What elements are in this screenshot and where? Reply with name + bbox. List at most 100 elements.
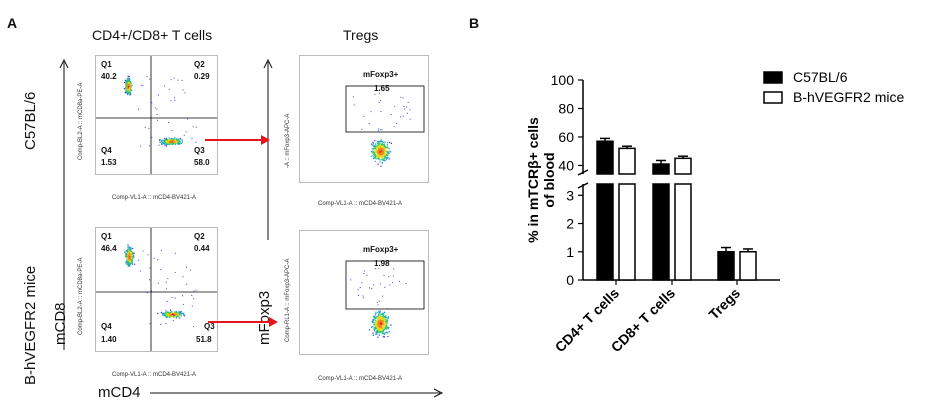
facs-dot	[377, 149, 380, 151]
facs-dot	[392, 275, 394, 277]
facs-dot	[384, 323, 386, 325]
facs-dot	[166, 314, 168, 316]
facs-dot	[379, 315, 381, 318]
facs-dot	[160, 249, 162, 251]
facs-dot	[173, 143, 175, 145]
facs-dot	[362, 297, 364, 299]
facs-dot	[373, 152, 376, 155]
facs-dot	[380, 153, 382, 156]
facs-dot	[381, 150, 383, 152]
facs-dot	[169, 309, 172, 311]
facs-dot	[140, 145, 142, 147]
facs-dot	[128, 91, 130, 93]
panel-b-letter: B	[469, 15, 480, 31]
facs-dot	[380, 322, 382, 324]
facs-dot	[164, 140, 166, 142]
facs-dot	[381, 321, 383, 323]
facs-dot	[378, 310, 380, 313]
facs-dot	[374, 151, 377, 154]
facs-dot	[130, 261, 133, 263]
facs-dot	[386, 146, 389, 148]
facs-dot	[377, 149, 379, 151]
facs-dot	[378, 130, 380, 132]
facs-dot	[378, 150, 380, 152]
facs-dot	[379, 140, 381, 142]
q4-label: Q4	[101, 322, 112, 331]
facs-dot	[378, 267, 380, 269]
facs-dot	[150, 301, 152, 303]
facs-dot	[372, 153, 374, 155]
facs-dot	[384, 327, 387, 329]
mfoxp3-axis-arrowhead	[263, 58, 273, 69]
facs-dot	[177, 316, 179, 318]
facs-dot	[125, 85, 128, 87]
facs-dot	[131, 253, 134, 255]
facs-dot	[372, 155, 374, 157]
facs-dot	[372, 152, 374, 154]
facs-dot	[379, 331, 381, 333]
facs-dot	[387, 332, 389, 334]
facs-dot	[149, 78, 151, 80]
facs-dot	[128, 80, 131, 82]
facs-dot	[374, 140, 376, 142]
facs-dot	[186, 266, 188, 268]
y-tick-label: 1	[566, 244, 574, 260]
legend-label: C57BL/6	[793, 69, 848, 85]
facs-dot	[129, 89, 131, 91]
facs-plot-top-left: Q1 40.2 Q2 0.29 Q4 1.53 Q3 58.0	[95, 55, 218, 175]
facs-dot	[381, 329, 383, 331]
facs-dot	[382, 159, 384, 161]
facs-dot	[386, 326, 388, 329]
facs-dot	[164, 144, 166, 146]
facs-dot	[172, 140, 174, 142]
facs-dot	[175, 313, 178, 316]
facs-dot	[386, 157, 388, 159]
facs-dot	[177, 138, 179, 140]
facs-dot	[171, 311, 173, 313]
facs-dot	[380, 323, 382, 325]
facs-dot	[128, 256, 130, 258]
facs-dot	[381, 159, 383, 161]
facs-dot	[177, 315, 179, 317]
facs-dot	[165, 145, 168, 147]
q3-value: 58.0	[194, 158, 210, 167]
facs-dot	[383, 157, 386, 159]
facs-dot	[163, 314, 165, 316]
facs-dot	[378, 317, 381, 319]
facs-dot	[180, 142, 183, 144]
facs-dot	[130, 263, 132, 265]
facs-dot	[180, 315, 182, 317]
facs-dot	[377, 151, 379, 153]
facs-dot	[375, 331, 377, 333]
facs-dot	[171, 130, 173, 132]
facs-dot	[371, 150, 373, 152]
facs-dot	[130, 252, 132, 254]
facs-dot	[133, 255, 135, 257]
facs-dot	[171, 141, 173, 143]
facs-dot	[350, 279, 352, 281]
facs-dot	[129, 84, 131, 86]
facs-dot	[129, 249, 131, 251]
facs-dot	[160, 269, 162, 271]
facs-dot	[127, 264, 129, 266]
facs-dot	[379, 317, 381, 320]
q2-label: Q2	[194, 60, 205, 69]
facs-dot	[378, 323, 380, 325]
facs-dot	[167, 142, 170, 144]
facs-dot	[387, 327, 389, 329]
facs-dot	[142, 85, 144, 87]
facs-dot	[389, 284, 391, 286]
facs-dot	[372, 150, 375, 152]
facs-dot	[385, 328, 387, 330]
facs-dot	[124, 81, 126, 84]
facs-dot	[380, 319, 382, 321]
facs-dot	[380, 155, 382, 158]
facs-dot	[383, 328, 386, 330]
facs-dot	[409, 109, 411, 111]
facs-dot	[375, 154, 377, 157]
facs-dot	[129, 262, 131, 264]
facs-dot	[126, 88, 128, 90]
facs-dot	[383, 332, 385, 335]
facs-dot	[372, 334, 374, 336]
